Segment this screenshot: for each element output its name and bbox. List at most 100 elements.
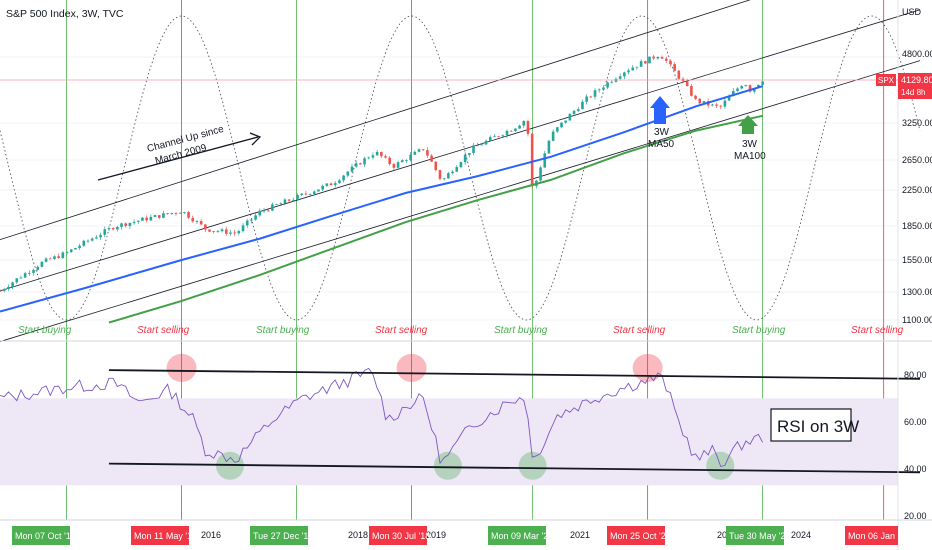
candle-body [493,136,496,138]
cycle-sine-wave [0,15,921,321]
date-badge [369,526,427,545]
candle-body [170,212,174,214]
signal-start-selling: Start selling [851,325,904,336]
candle-body [36,266,40,270]
candle-body [589,96,593,98]
candle-body [752,87,756,92]
last-price: 4129.80 [901,75,932,85]
candle-body [275,204,278,206]
candle-body [162,213,165,218]
candle-body [44,258,48,262]
date-badge [607,526,665,545]
price-tick: 1100.00 [902,315,932,325]
rsi-overbought-circle [166,353,197,382]
channel-lower-line [0,60,921,342]
candle-body [90,238,94,241]
bar-countdown: 14d 8h [901,88,925,97]
candle-body [396,162,400,168]
candle-body [664,58,668,61]
rsi-line [0,367,763,468]
candle-body [333,183,337,186]
channel-arrow-head [249,132,262,146]
candle-body [723,100,727,107]
rsi-overbought-circle [396,353,427,382]
signal-start-selling: Start selling [375,325,428,336]
candle-body [153,215,157,217]
candle-body [86,240,90,242]
candle-body [245,220,249,226]
rsi-tick: 60.00 [904,417,927,427]
candle-body [28,272,31,274]
candle-body [761,81,764,85]
ma100-line [108,114,763,324]
rsi-panel [0,353,921,486]
candle-body [476,145,479,147]
candle-body [522,121,526,126]
candle-body [547,140,551,154]
candle-body [480,144,484,146]
candle-body [61,252,65,259]
rsi-box-text: RSI on 3W [777,417,859,436]
candle-body [136,220,140,222]
date-badge [726,526,784,545]
candle-body [338,180,341,184]
candle-body [572,110,576,115]
candle-body [430,155,433,162]
rsi-tick: 40.00 [904,464,927,474]
candle-body [103,229,107,235]
signal-start-buying: Start buying [494,325,548,336]
candle-body [0,290,2,292]
candle-body [292,199,295,201]
candle-body [183,212,186,213]
candle-body [434,161,438,171]
rsi-tick: 80.00 [904,370,927,380]
candle-body [308,193,312,195]
candle-body [488,137,492,141]
candle-body [363,158,366,165]
candle-body [656,56,660,59]
candle-body [468,153,471,155]
candle-body [23,273,27,278]
candle-body [631,67,635,71]
candle-body [187,212,190,218]
candle-body [2,289,6,291]
candle-body [392,164,396,168]
candle-body [191,217,195,222]
date-badge [845,526,898,545]
cycle-sine [0,15,921,321]
date-badge [488,526,546,545]
candle-body [497,136,500,138]
candle-body [279,203,283,205]
candle-body [11,282,14,287]
candle-body [375,151,379,156]
candle-body [731,90,735,97]
time-axis: 2016 2018 2019 2021 20 2024 [201,530,811,540]
candle-body [317,189,320,192]
ma100-label-2: MA100 [734,151,766,162]
candles [0,54,764,293]
candle-body [367,157,371,159]
candle-body [296,194,299,200]
candle-body [99,234,102,238]
price-tick: 1850.00 [902,221,932,231]
signal-start-buying: Start buying [18,325,72,336]
candle-body [178,212,182,214]
candle-body [719,105,723,107]
candle-body [451,171,454,174]
candle-body [514,128,517,132]
candle-body [736,88,739,91]
rsi-label-box: RSI on 3W [770,408,859,442]
candle-body [660,56,664,59]
candle-body [438,170,442,179]
candle-body [623,72,626,77]
price-tick: 2250.00 [902,185,932,195]
candle-body [484,140,488,145]
candle-body [530,133,534,187]
candle-body [82,240,86,246]
symbol-text: SPX [878,76,895,85]
ma100-label-1: 3W [742,139,758,150]
candle-body [53,256,56,259]
candle-body [442,178,446,180]
channel-lines [0,0,921,342]
